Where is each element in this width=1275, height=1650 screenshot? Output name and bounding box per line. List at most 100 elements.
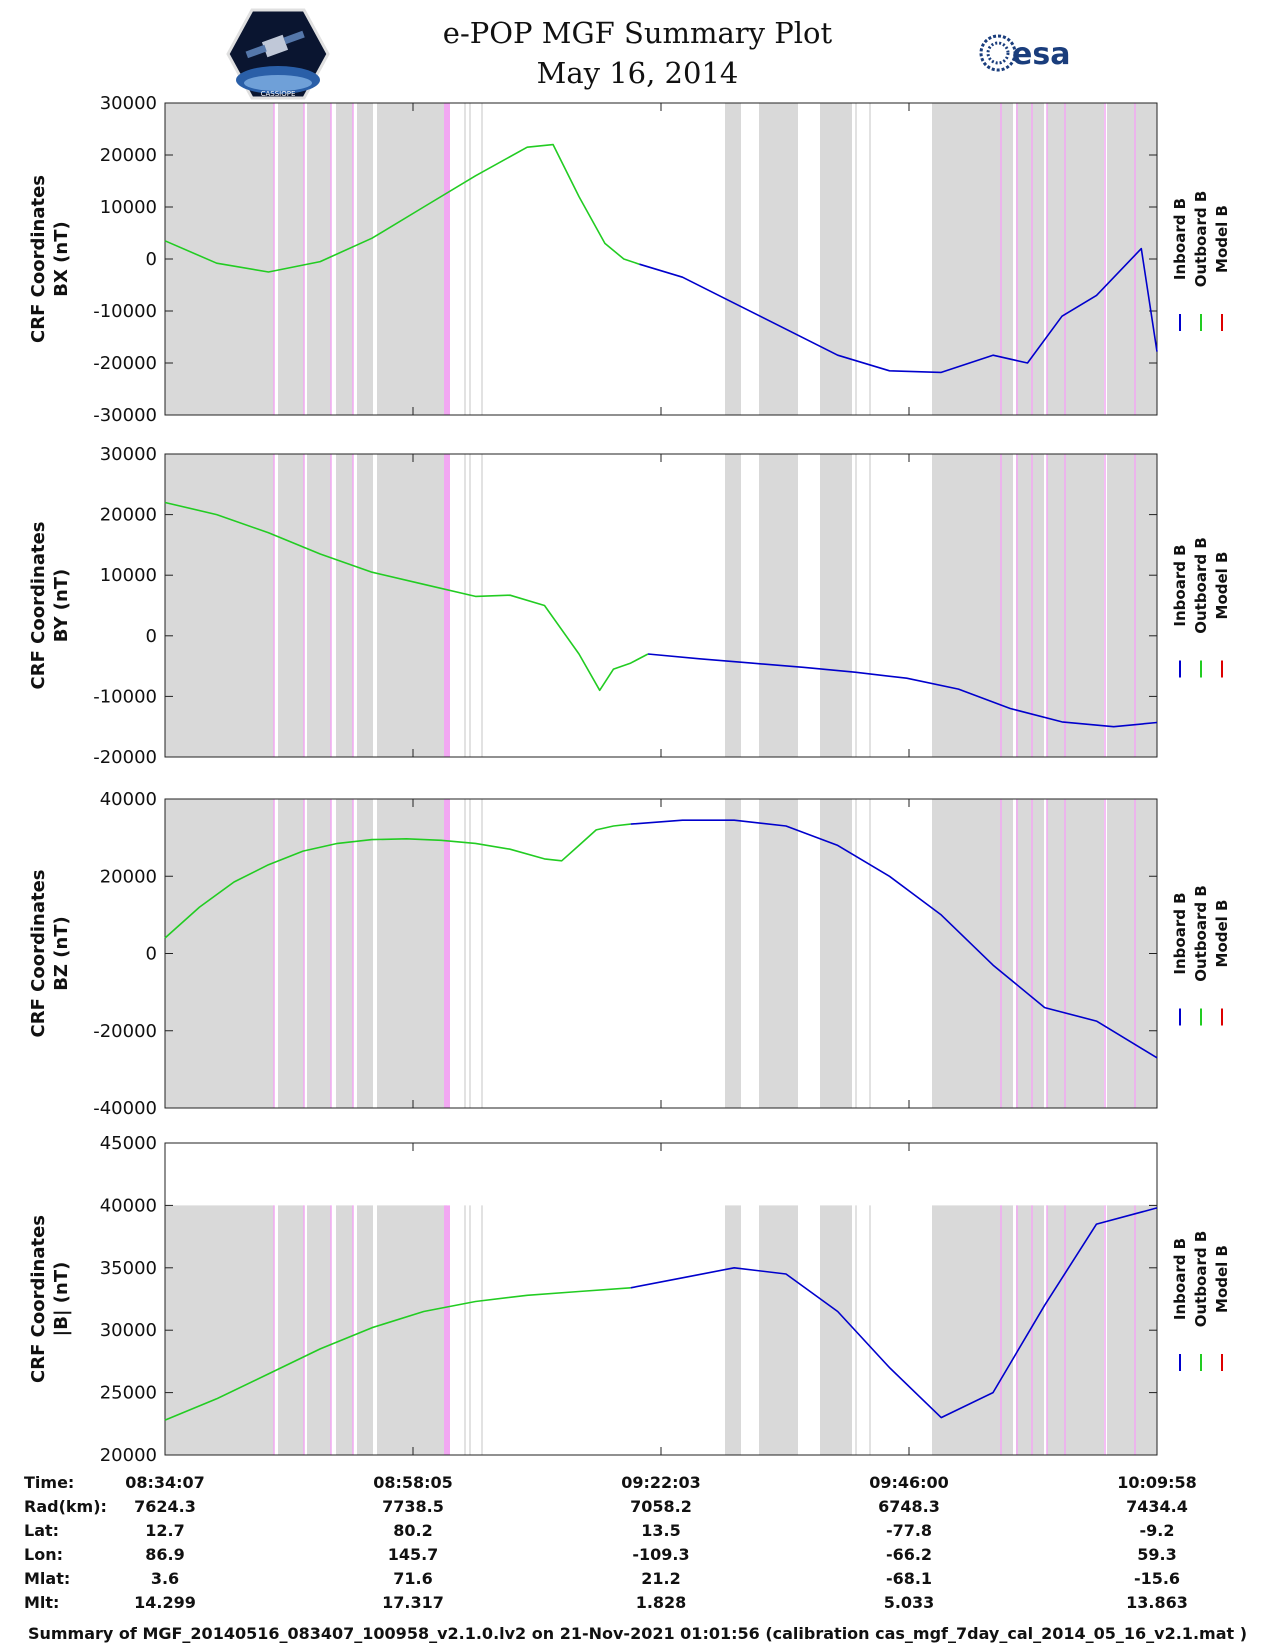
y-tick-label: 0 [146, 944, 157, 965]
data-gap-band [307, 454, 331, 757]
mode-change-band [444, 454, 450, 757]
esa-logo-text: esa [1012, 37, 1070, 72]
data-gap-band [165, 103, 274, 415]
data-gap-separator [1013, 454, 1016, 757]
y-tick-label: 30000 [100, 444, 157, 465]
data-gap-band [377, 454, 447, 757]
y-axis-label-units: BZ (nT) [51, 916, 72, 991]
data-gap-band [725, 103, 741, 415]
ephemeris-row-label: Mlt: [24, 1593, 59, 1612]
data-gap-band [336, 454, 353, 757]
ephemeris-value: 59.3 [1137, 1545, 1176, 1564]
ephemeris-value: 08:34:07 [125, 1473, 205, 1492]
y-tick-label: 20000 [100, 505, 157, 526]
ephemeris-row-label: Lon: [24, 1545, 63, 1564]
data-gap-band [820, 454, 852, 757]
legend-label: Model B [1213, 552, 1231, 620]
ephemeris-value: 08:58:05 [373, 1473, 453, 1492]
y-tick-label: -20000 [93, 353, 157, 374]
ephemeris-row-label: Mlat: [24, 1569, 70, 1588]
series-line-outboard-b [164, 1287, 631, 1421]
ephemeris-value: -109.3 [632, 1545, 689, 1564]
data-gap-band [725, 799, 741, 1108]
legend-label: Inboard B [1171, 544, 1189, 626]
data-gap-band [357, 103, 373, 415]
y-axis-label-units: BY (nT) [51, 569, 72, 643]
data-gap-separator [1044, 103, 1047, 415]
series-line-inboard-b [647, 653, 1158, 728]
ephemeris-value: -77.8 [886, 1521, 932, 1540]
y-axis-label: CRF Coordinates [28, 1215, 49, 1383]
legend-label: Outboard B [1192, 537, 1210, 634]
series-line-outboard-b [164, 143, 640, 273]
data-gap-separator [1044, 1205, 1047, 1455]
legend-label: Inboard B [1171, 198, 1189, 280]
data-gap-band [357, 799, 373, 1108]
cassiope-logo-text: CASSIOPE [261, 90, 296, 98]
panel-0: 30000 20000 10000 0 -10000 -20000 -30000 CRF Co… [28, 93, 1231, 426]
panel-1: 30000 20000 10000 0 -10000 -20000 CRF Coordina… [28, 444, 1231, 768]
esa-logo: esa [979, 34, 1070, 72]
y-tick-label: -10000 [93, 686, 157, 707]
ephemeris-value: 5.033 [884, 1593, 935, 1612]
ephemeris-table: Time: Rad(km): Lat: Lon: Mlat: Mlt: 08:34:07 76… [24, 1473, 1197, 1612]
y-tick-label: 40000 [100, 1195, 157, 1216]
ephemeris-row-label: Lat: [24, 1521, 59, 1540]
data-gap-separator [1044, 799, 1047, 1108]
y-tick-label: 20000 [100, 145, 157, 166]
y-tick-label: 45000 [100, 1133, 157, 1154]
data-gap-band [725, 454, 741, 757]
y-axis-label: CRF Coordinates [28, 870, 49, 1038]
y-tick-label: 25000 [100, 1383, 157, 1404]
ephemeris-value: 3.6 [151, 1569, 179, 1588]
y-tick-label: 20000 [100, 1445, 157, 1466]
ephemeris-value: 7434.4 [1126, 1497, 1188, 1516]
y-tick-label: -10000 [93, 301, 157, 322]
y-tick-label: 30000 [100, 1320, 157, 1341]
series-line-inboard-b [639, 247, 1158, 374]
legend-label: Outboard B [1192, 1231, 1210, 1328]
ephemeris-value: -68.1 [886, 1569, 932, 1588]
series-line-outboard-b [164, 501, 649, 692]
legend-label: Model B [1213, 205, 1231, 273]
ephemeris-value: 13.5 [641, 1521, 680, 1540]
ephemeris-value: -66.2 [886, 1545, 932, 1564]
ephemeris-value: 71.6 [393, 1569, 432, 1588]
data-gap-band [165, 454, 274, 757]
ephemeris-value: -15.6 [1134, 1569, 1180, 1588]
y-tick-label: 0 [146, 249, 157, 270]
data-gap-band [820, 1205, 852, 1455]
data-gap-band [377, 1205, 447, 1455]
y-tick-label: 10000 [100, 197, 157, 218]
data-gap-band [357, 454, 373, 757]
data-gap-band [725, 1205, 741, 1455]
ephemeris-value: 6748.3 [878, 1497, 940, 1516]
data-gap-band [307, 799, 331, 1108]
data-gap-band [336, 1205, 353, 1455]
ephemeris-value: 14.299 [134, 1593, 196, 1612]
data-gap-separator [1013, 799, 1016, 1108]
legend-label: Inboard B [1171, 1238, 1189, 1320]
data-gap-band [377, 103, 447, 415]
plot-title: e-POP MGF Summary Plot [442, 16, 833, 50]
data-gap-band [820, 103, 852, 415]
ephemeris-value: -9.2 [1140, 1521, 1175, 1540]
ephemeris-value: 12.7 [145, 1521, 184, 1540]
data-gap-band [759, 1205, 798, 1455]
panel-3: 45000 40000 35000 30000 25000 20000 CRF Coordi… [28, 1133, 1231, 1466]
data-gap-band [336, 799, 353, 1108]
data-gap-band [307, 1205, 331, 1455]
ephemeris-value: 7738.5 [382, 1497, 444, 1516]
y-axis-label: CRF Coordinates [28, 175, 49, 343]
data-gap-band [278, 454, 304, 757]
legend-label: Model B [1213, 900, 1231, 968]
series-line-inboard-b [630, 819, 1158, 1059]
data-gap-band [165, 1205, 274, 1455]
legend-label: Outboard B [1192, 885, 1210, 982]
y-axis-label-units: BX (nT) [51, 221, 72, 296]
y-tick-label: -20000 [93, 747, 157, 768]
y-tick-label: -20000 [93, 1021, 157, 1042]
data-gap-band [278, 103, 304, 415]
ephemeris-value: 17.317 [382, 1593, 444, 1612]
